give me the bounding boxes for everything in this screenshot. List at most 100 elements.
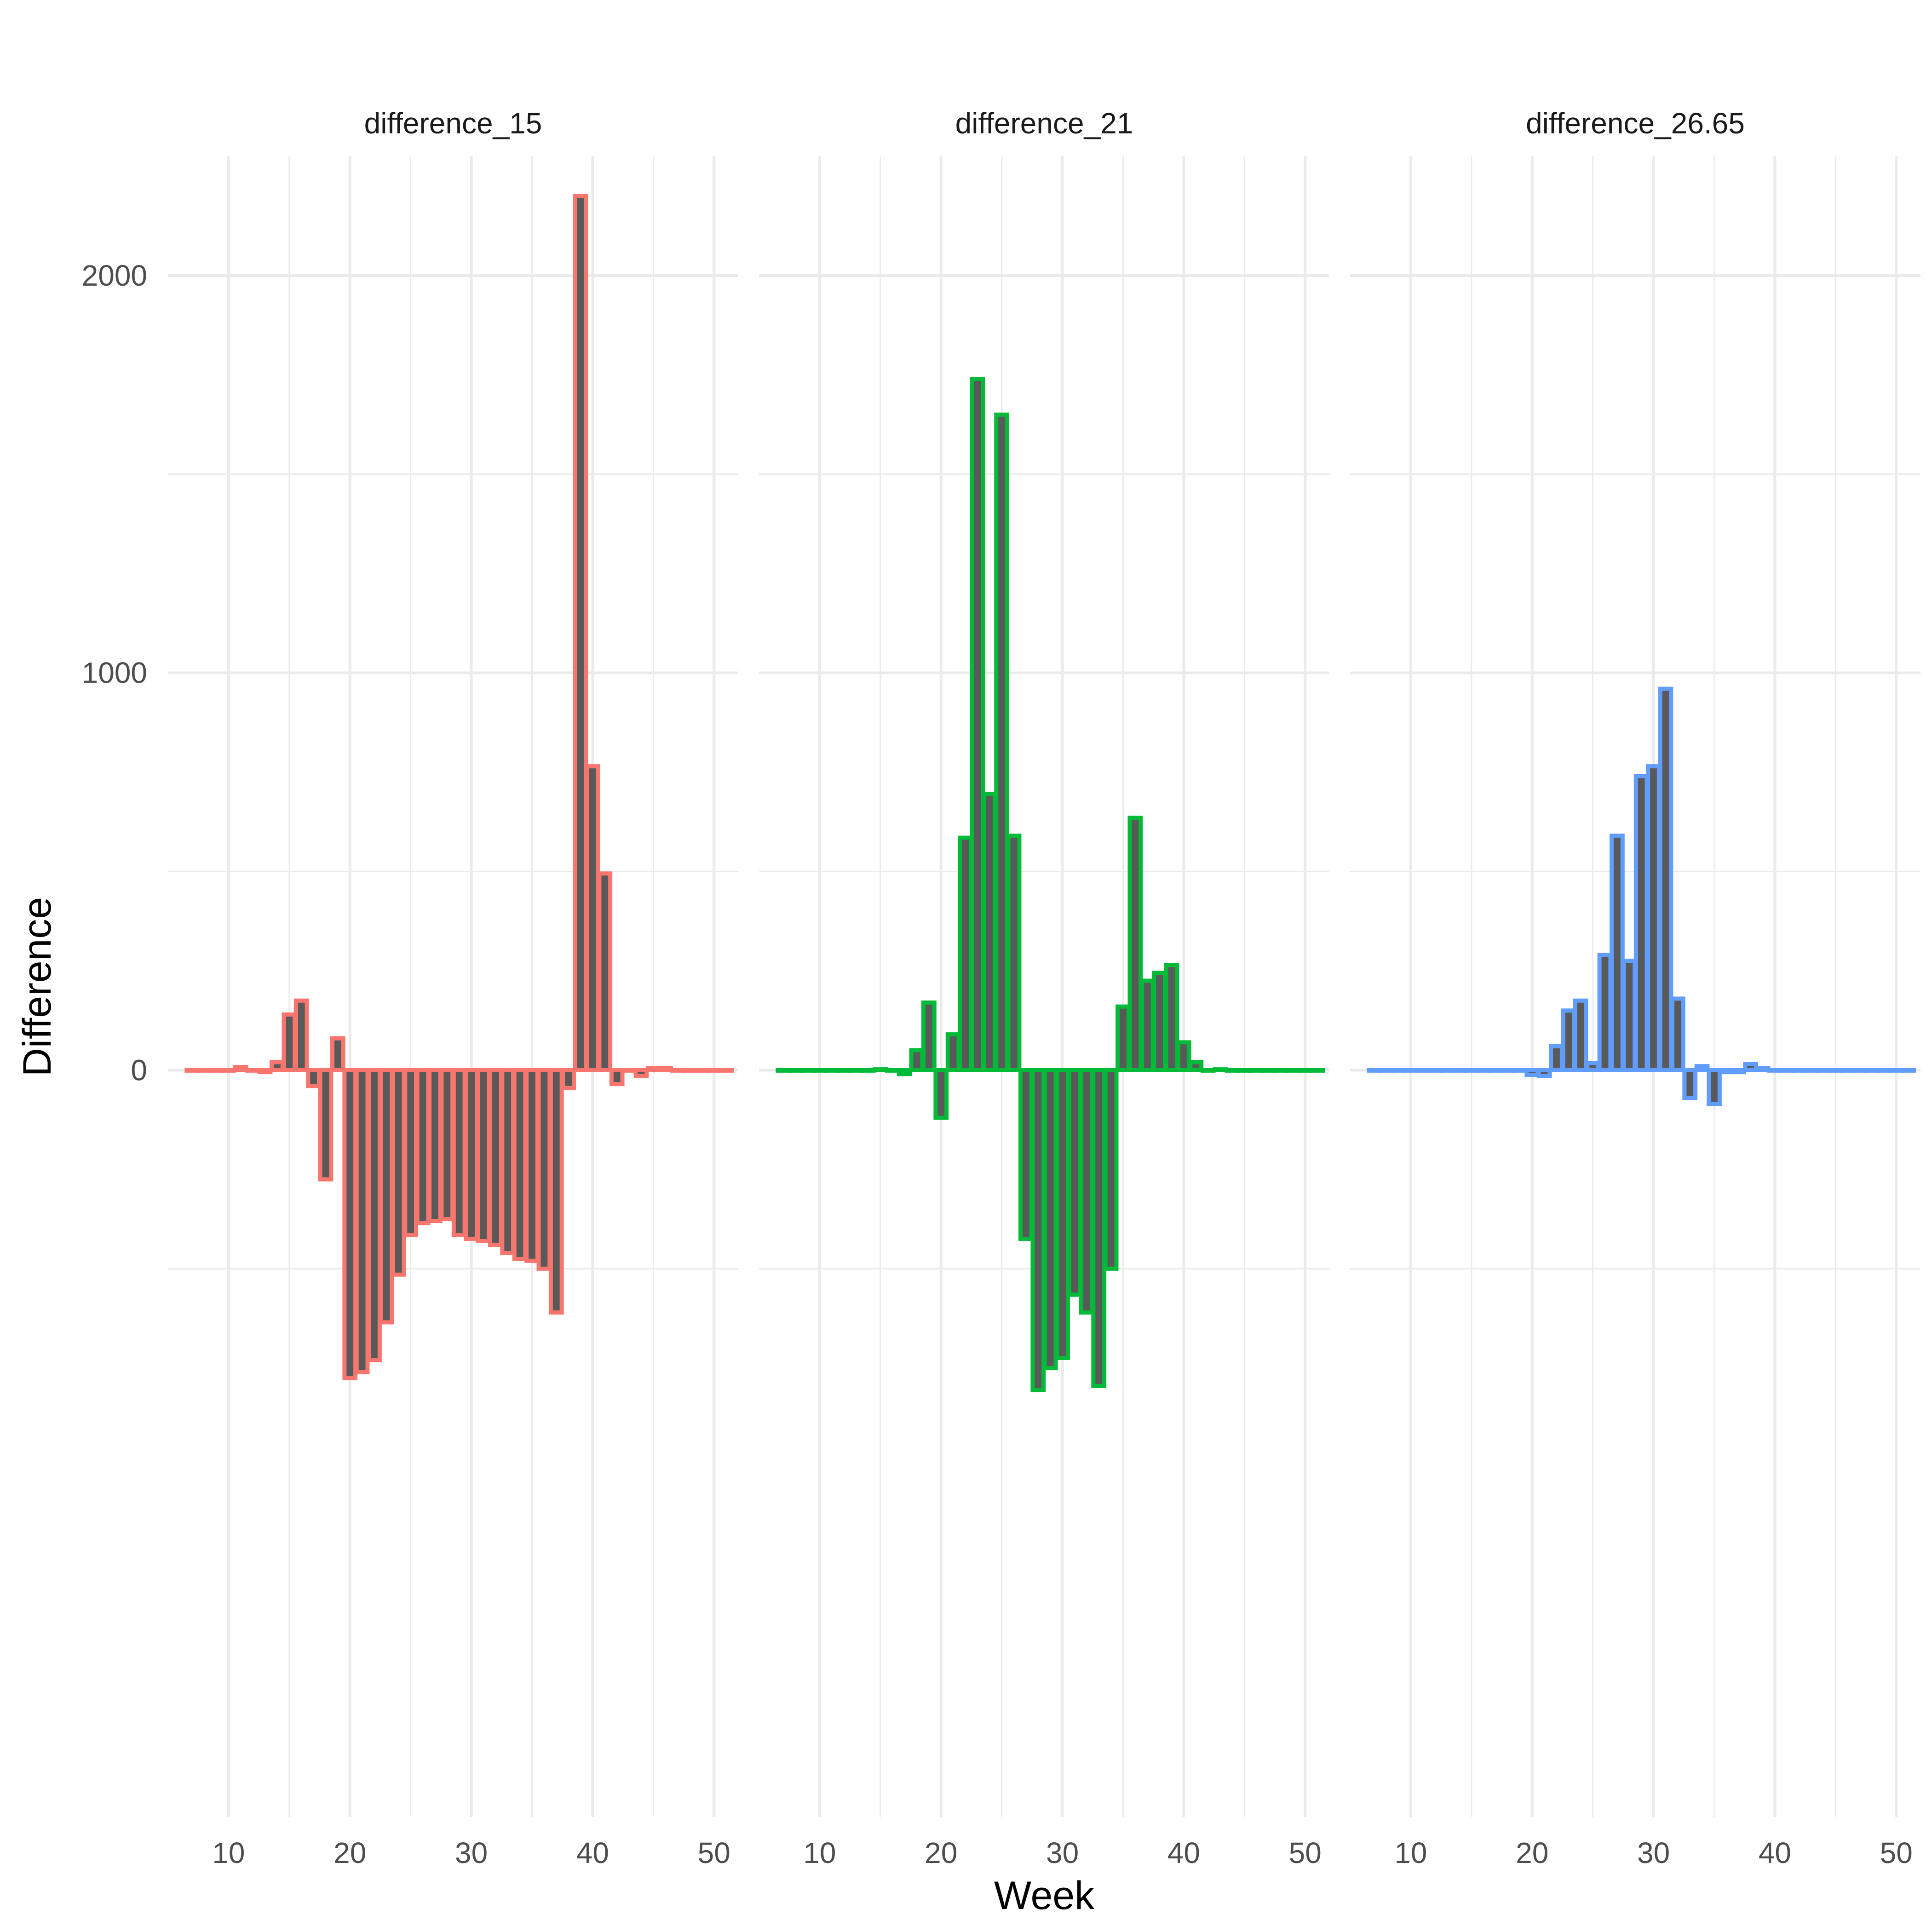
bar bbox=[1091, 1068, 1107, 1388]
panel-title: difference_15 bbox=[364, 107, 542, 140]
bar bbox=[1646, 764, 1661, 1072]
bar bbox=[1524, 1068, 1540, 1077]
panel-title: difference_26.65 bbox=[1526, 107, 1745, 140]
bar bbox=[1030, 1068, 1046, 1392]
bar bbox=[658, 1066, 673, 1072]
labels: difference_15 10 20 30 40 50 difference_21 10 20… bbox=[82, 107, 1913, 1869]
bar bbox=[306, 1068, 321, 1088]
bar bbox=[354, 1068, 370, 1374]
bars bbox=[184, 194, 1916, 1392]
bar bbox=[403, 1068, 419, 1237]
bar bbox=[464, 1068, 479, 1241]
bar bbox=[1188, 1060, 1204, 1072]
bar bbox=[597, 871, 613, 1072]
bar bbox=[536, 1068, 552, 1271]
bar bbox=[1139, 978, 1155, 1072]
bar bbox=[257, 1068, 273, 1075]
bar bbox=[379, 1068, 394, 1325]
x-tick-label: 20 bbox=[1516, 1836, 1548, 1869]
bar bbox=[970, 377, 985, 1072]
bar bbox=[282, 1012, 297, 1072]
bar bbox=[945, 1032, 961, 1072]
bar bbox=[1176, 1040, 1191, 1072]
bar bbox=[585, 764, 600, 1072]
bar bbox=[645, 1066, 661, 1072]
x-tick-label: 50 bbox=[1289, 1836, 1322, 1869]
x-axis-title: Week bbox=[994, 1874, 1095, 1918]
bar bbox=[897, 1068, 912, 1076]
bar bbox=[561, 1068, 576, 1090]
bar bbox=[1055, 1068, 1070, 1360]
bar bbox=[367, 1068, 382, 1363]
bar bbox=[427, 1068, 443, 1224]
bar bbox=[342, 1068, 358, 1380]
bar bbox=[1152, 971, 1167, 1072]
bar bbox=[1573, 998, 1588, 1072]
bar bbox=[1622, 959, 1637, 1072]
bar bbox=[270, 1060, 285, 1072]
bar bbox=[994, 412, 1010, 1072]
x-tick-label: 20 bbox=[925, 1836, 957, 1869]
bar bbox=[1067, 1068, 1082, 1297]
bar bbox=[1018, 1068, 1034, 1241]
bar bbox=[1658, 686, 1673, 1072]
bar bbox=[1079, 1068, 1094, 1315]
bar bbox=[1694, 1064, 1710, 1072]
bar bbox=[958, 835, 973, 1072]
bar bbox=[909, 1048, 925, 1072]
bar bbox=[330, 1036, 345, 1072]
bar bbox=[1561, 1008, 1576, 1072]
bar bbox=[524, 1068, 540, 1263]
bar bbox=[1116, 1004, 1131, 1072]
bar bbox=[573, 194, 588, 1072]
bar bbox=[1633, 774, 1649, 1072]
bar bbox=[1597, 953, 1613, 1072]
bar bbox=[1127, 816, 1143, 1072]
bar bbox=[451, 1068, 467, 1237]
x-tick-label: 40 bbox=[576, 1836, 609, 1869]
bar bbox=[1670, 996, 1685, 1072]
bar bbox=[1164, 963, 1179, 1072]
x-tick-label: 20 bbox=[334, 1836, 366, 1869]
bar bbox=[318, 1068, 334, 1182]
bar bbox=[488, 1068, 503, 1247]
bar bbox=[512, 1068, 528, 1261]
bar bbox=[1042, 1068, 1058, 1370]
bar bbox=[1682, 1068, 1698, 1100]
bar bbox=[633, 1068, 649, 1078]
bar bbox=[391, 1068, 406, 1277]
bar bbox=[933, 1068, 949, 1120]
x-tick-label: 30 bbox=[1637, 1836, 1670, 1869]
y-axis-title: Difference bbox=[15, 897, 59, 1076]
bar bbox=[548, 1068, 564, 1315]
bar bbox=[982, 792, 997, 1072]
bar bbox=[1549, 1044, 1564, 1072]
bar bbox=[1719, 1068, 1734, 1075]
x-tick-label: 30 bbox=[455, 1836, 488, 1869]
bar bbox=[1103, 1068, 1119, 1271]
bar bbox=[1731, 1068, 1746, 1075]
bar bbox=[609, 1068, 625, 1087]
y-tick-label: 0 bbox=[131, 1053, 147, 1087]
bar bbox=[1755, 1066, 1771, 1072]
bar bbox=[439, 1068, 455, 1221]
bar bbox=[1610, 834, 1625, 1072]
bar bbox=[415, 1068, 431, 1225]
bar bbox=[293, 998, 309, 1072]
bar bbox=[1743, 1062, 1759, 1072]
x-tick-label: 30 bbox=[1046, 1836, 1079, 1869]
y-tick-label: 1000 bbox=[82, 656, 147, 690]
x-tick-label: 50 bbox=[698, 1836, 730, 1869]
bar bbox=[233, 1064, 248, 1072]
bar bbox=[1006, 834, 1022, 1072]
x-tick-label: 40 bbox=[1759, 1836, 1791, 1869]
bar bbox=[1585, 1061, 1601, 1072]
x-tick-label: 10 bbox=[1394, 1836, 1427, 1869]
x-tick-label: 40 bbox=[1167, 1836, 1200, 1869]
bar bbox=[1536, 1068, 1552, 1078]
bar bbox=[500, 1068, 516, 1255]
x-tick-label: 10 bbox=[212, 1836, 245, 1869]
panel-title: difference_21 bbox=[955, 107, 1133, 140]
bar bbox=[1707, 1068, 1722, 1106]
